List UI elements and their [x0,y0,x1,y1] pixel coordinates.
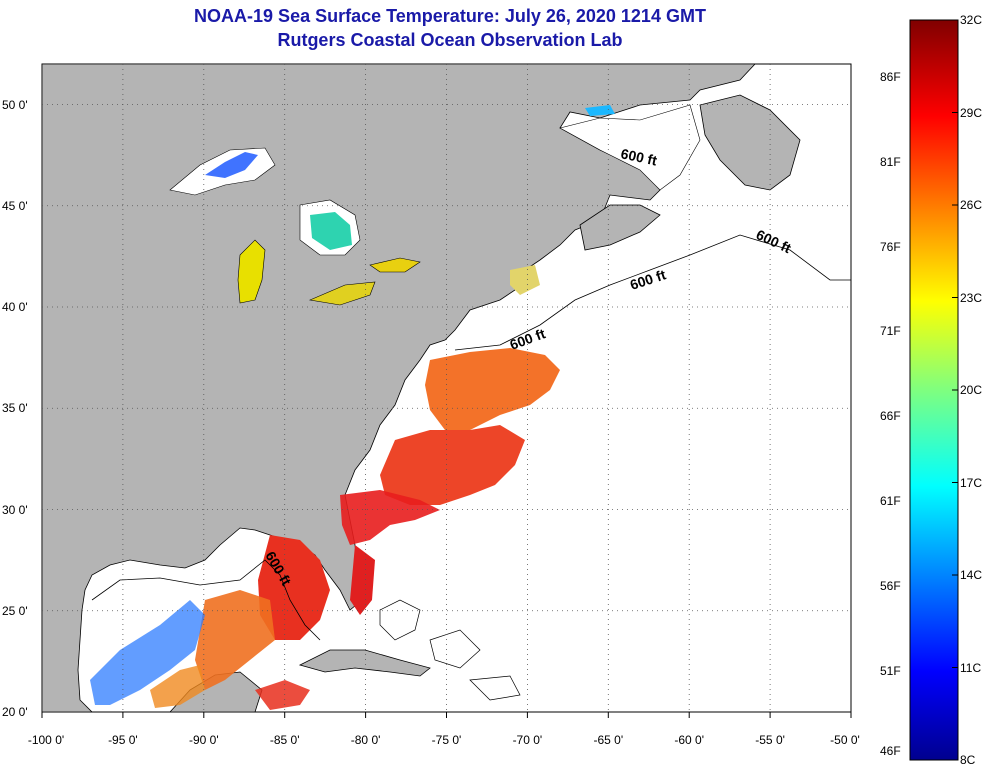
lake-erie [308,281,376,306]
land-nova-scotia [579,204,661,251]
lat-lon-grid [41,64,852,718]
lat-tick-label: 50 0' [2,97,28,112]
colorbar-fahrenheit-label: 71F [880,324,901,339]
lat-tick-label: 40 0' [2,300,28,314]
lon-tick-label: -50 0' [830,733,860,747]
sst-gulf-east [258,535,330,640]
colorbar-fahrenheit-label: 66F [880,409,901,424]
lon-tick-label: -70 0' [512,733,543,747]
map-subtitle: Rutgers Coastal Ocean Observation Lab [277,30,623,50]
lat-tick-label: 30 0' [2,502,28,517]
isobath-label-1: 600 ft [619,145,658,168]
colorbar-fahrenheit-label: 46F [880,744,901,758]
colorbar-celsius-label: 26C [960,198,983,212]
colorbar [909,19,959,761]
lon-tick-label: -80 0' [350,733,381,747]
sst-gulf-west-warm [150,665,205,708]
colorbar-celsius-label: 8C [960,753,976,767]
lon-tick-label: -100 0' [27,733,65,747]
colorbar-fahrenheit-label: 76F [880,239,901,254]
lon-tick-label: -60 0' [674,733,705,747]
colorbar-celsius-label: 23C [960,290,983,305]
lake-michigan [237,239,266,304]
lat-tick-label: 20 0' [2,705,28,719]
lat-tick-label: 45 0' [2,198,28,213]
sst-florida-east [350,545,375,615]
lon-tick-label: -55 0' [755,733,785,747]
lake-ontario [369,257,421,273]
lat-tick-label: 25 0' [2,603,28,618]
colorbar-celsius-label: 29C [960,105,983,120]
colorbar-celsius-label: 17C [960,475,983,490]
lon-tick-label: -75 0' [431,733,462,747]
sst-gulf-central [195,590,275,690]
lat-tick-label: 35 0' [2,401,28,416]
superior-sst [205,152,258,178]
sst-gulf-west [90,600,205,705]
colorbar-celsius-label: 20C [960,383,983,397]
colorbar-fahrenheit-label: 61F [880,494,901,508]
sst-gulf-stream-mid [380,425,525,505]
lon-tick-label: -85 0' [269,733,300,747]
huron-sst [310,212,352,250]
bahamas-outlines [379,599,521,701]
lon-tick-label: -65 0' [593,733,624,747]
colorbar-fahrenheit-label: 86F [880,70,901,84]
sst-gulf-stream-south [340,490,440,545]
colorbar-celsius-label: 11C [960,660,982,675]
land-newfoundland [699,94,801,191]
map-title: NOAA-19 Sea Surface Temperature: July 26… [194,6,706,26]
colorbar-ticks [952,19,958,761]
sst-gulf-maine [510,265,540,295]
sst-labrador [585,105,615,116]
land-cuba [298,649,431,677]
lon-tick-label: -95 0' [108,733,138,747]
isobath-600ft-gulf-of-mexico [91,559,321,641]
colorbar-fahrenheit-label: 81F [880,154,901,169]
colorbar-celsius-label: 14C [960,568,983,582]
isobath-600ft-northeast [454,234,851,351]
colorbar-fahrenheit-label: 56F [880,578,901,593]
lon-tick-label: -90 0' [188,733,219,747]
colorbar-celsius-label: 32C [960,13,983,27]
colorbar-fahrenheit-label: 51F [880,663,901,678]
gulf-st-lawrence [559,104,701,191]
sst-gulf-stream-north [425,348,560,430]
sst-caribbean [255,680,310,710]
